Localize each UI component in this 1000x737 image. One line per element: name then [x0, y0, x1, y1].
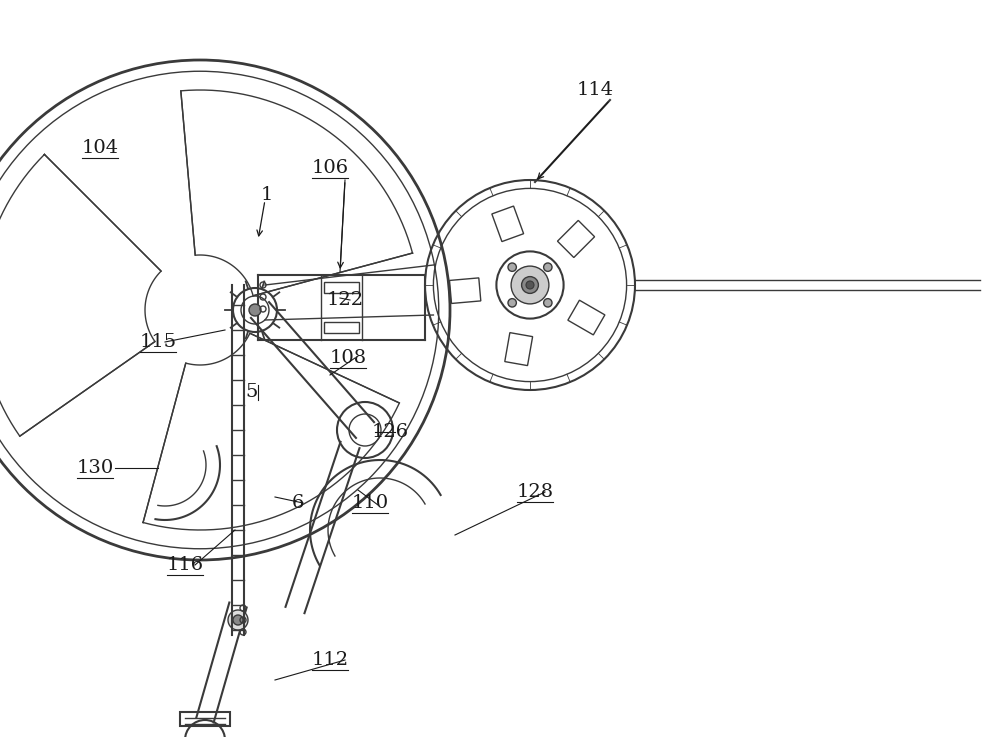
Text: 114: 114 [576, 81, 614, 99]
Circle shape [508, 298, 516, 307]
Text: 5: 5 [246, 383, 258, 401]
Text: 115: 115 [139, 333, 177, 351]
Circle shape [233, 615, 243, 625]
Text: 130: 130 [76, 459, 114, 477]
Text: 126: 126 [371, 423, 409, 441]
Bar [557, 220, 595, 257]
Text: 108: 108 [329, 349, 367, 367]
Bar [568, 300, 605, 335]
Circle shape [508, 263, 516, 271]
Bar [492, 206, 524, 242]
Bar [449, 278, 481, 304]
Text: 116: 116 [166, 556, 204, 574]
Circle shape [511, 266, 549, 304]
Text: 112: 112 [311, 651, 349, 669]
Circle shape [544, 263, 552, 271]
Text: 110: 110 [351, 494, 389, 512]
Text: 1: 1 [261, 186, 273, 204]
Text: 128: 128 [516, 483, 554, 501]
Circle shape [522, 276, 538, 293]
Text: 104: 104 [81, 139, 119, 157]
Circle shape [228, 610, 248, 630]
Bar [324, 322, 359, 333]
Text: 122: 122 [326, 291, 364, 309]
Bar [180, 712, 230, 726]
Text: 106: 106 [311, 159, 349, 177]
Circle shape [249, 304, 261, 316]
Bar [505, 332, 533, 366]
Bar [324, 282, 359, 293]
Circle shape [526, 281, 534, 289]
Text: 6: 6 [292, 494, 304, 512]
Circle shape [544, 298, 552, 307]
